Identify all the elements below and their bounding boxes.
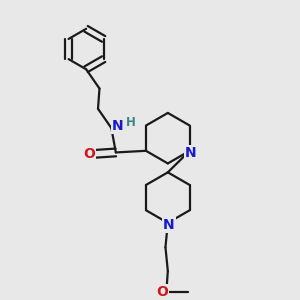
Text: O: O (83, 147, 95, 161)
Text: N: N (112, 119, 124, 133)
Text: O: O (157, 285, 168, 299)
Text: N: N (185, 146, 197, 160)
Text: N: N (163, 218, 175, 232)
Text: H: H (126, 116, 136, 129)
